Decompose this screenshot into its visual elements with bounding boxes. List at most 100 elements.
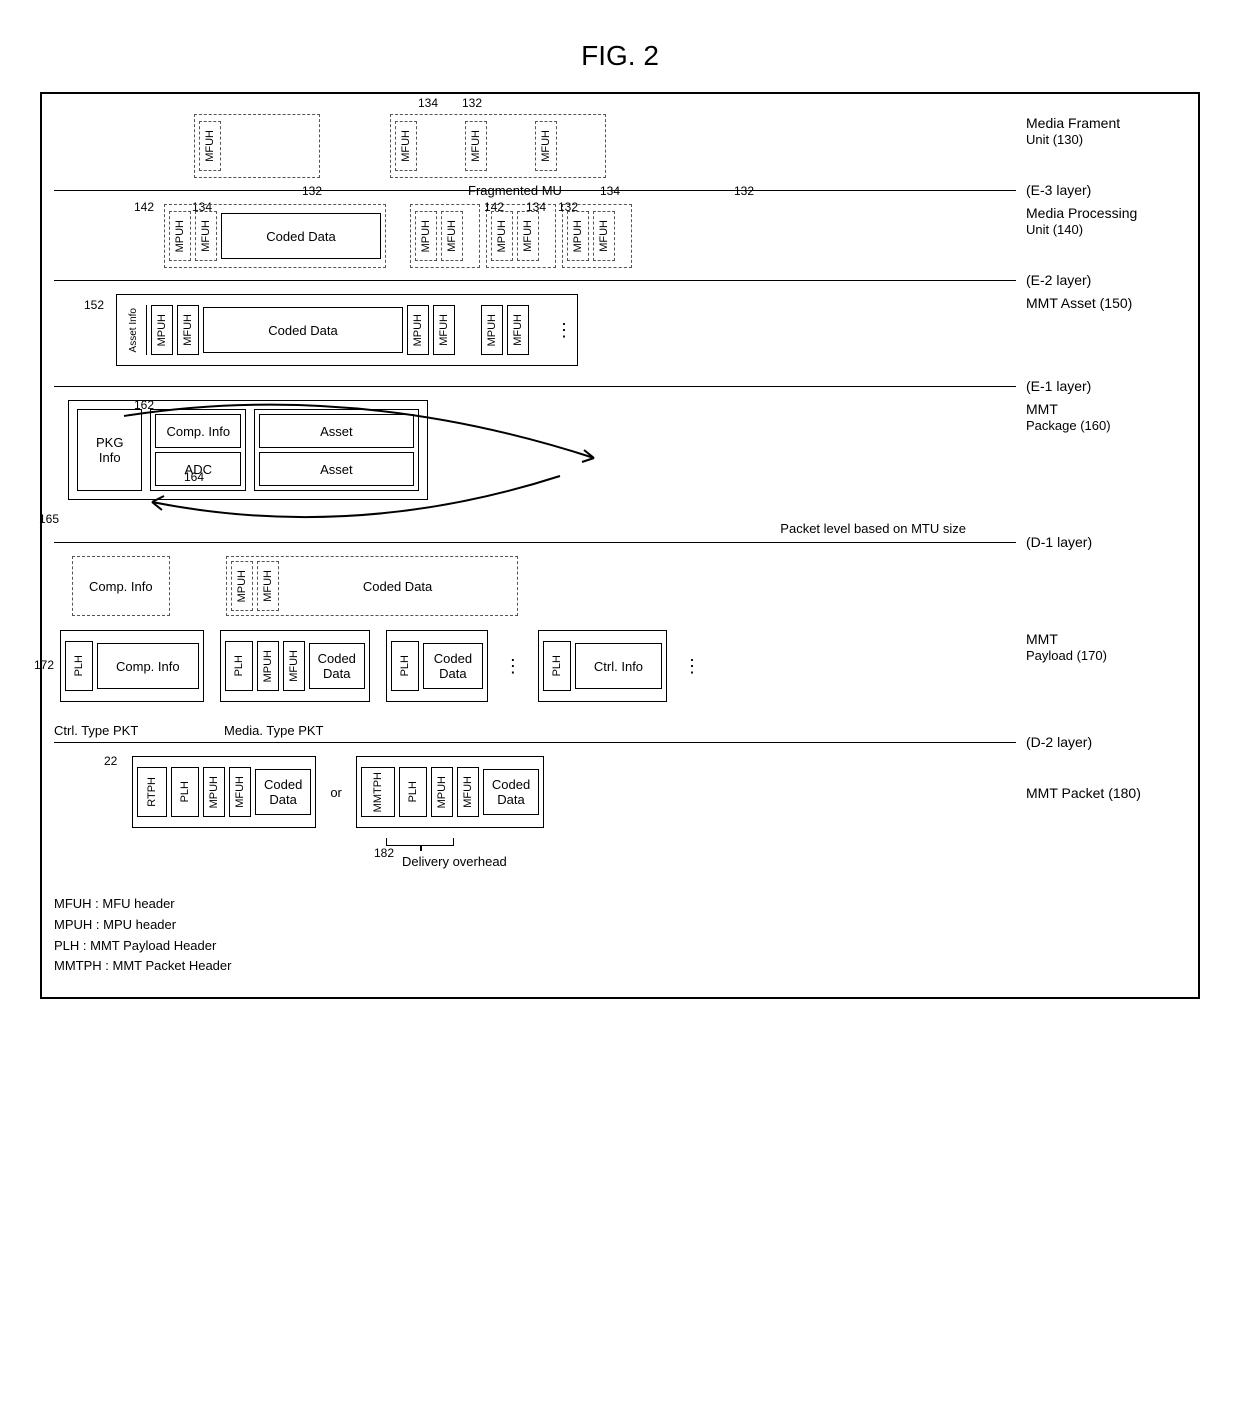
- brace-overhead: [386, 838, 454, 846]
- divider-label-e1: (E-1 layer): [1016, 378, 1186, 394]
- payload-2: PLH MPUH MFUH Coded Data: [220, 630, 370, 702]
- legend: MFUH : MFU header MPUH : MPU header PLH …: [54, 894, 1186, 977]
- plh-cell: PLH: [225, 641, 253, 691]
- coded-data-cell: Coded Data: [255, 769, 311, 815]
- mfu-group-left: MFUH: [194, 114, 320, 178]
- coded-data-cell: Coded Data: [483, 769, 539, 815]
- coded-data-cell: Coded Data: [423, 643, 483, 689]
- package-box: PKG Info Comp. Info ADC 164 Asset Asset: [68, 400, 428, 500]
- ellipsis-v: ⋮: [683, 630, 701, 702]
- note-ctrl-type: Ctrl. Type PKT: [54, 723, 138, 738]
- legend-plh: PLH : MMT Payload Header: [54, 936, 1186, 957]
- mfuh-cell: MFUH: [283, 641, 305, 691]
- layer-asset: 152 Asset Info MPUH MFUH Coded Data MPUH…: [54, 294, 1186, 374]
- note-packet-level: Packet level based on MTU size: [780, 521, 966, 536]
- ctrl-info-cell: Ctrl. Info: [575, 643, 662, 689]
- or-text: or: [324, 785, 348, 800]
- divider-label-d1: (D-1 layer): [1016, 534, 1186, 550]
- divider-d1: [54, 542, 1016, 543]
- mpuh-cell: MPUH: [169, 211, 191, 261]
- coded-data-text: Coded Data: [283, 566, 513, 606]
- note-delivery-overhead: Delivery overhead: [402, 854, 507, 869]
- layer-mfu: MFUH 134 132 MFUH MFUH MFUH: [54, 114, 1186, 178]
- mfuh-cell: MFUH: [441, 211, 463, 261]
- ref-134-d: 134: [526, 200, 546, 214]
- mfu-group-right: MFUH MFUH MFUH: [390, 114, 606, 178]
- mfuh-cell: MFUH: [517, 211, 539, 261]
- payload-3: PLH Coded Data: [386, 630, 488, 702]
- mfuh-cell: MFUH: [535, 121, 557, 171]
- split-row: Comp. Info MPUH MFUH Coded Data: [54, 556, 1186, 624]
- ref-182: 182: [374, 846, 394, 860]
- ref-165: 165: [39, 512, 59, 526]
- ref-132-b: 132: [734, 184, 754, 198]
- legend-mpuh: MPUH : MPU header: [54, 915, 1186, 936]
- ref-132-d: 132: [558, 200, 578, 214]
- ref-164: 164: [184, 470, 204, 484]
- ref-132: 132: [462, 96, 482, 110]
- ref-172: 172: [34, 658, 54, 672]
- ref-134: 134: [418, 96, 438, 110]
- ref-134-b: 134: [600, 184, 620, 198]
- layer-label-mpu: Media Processing Unit (140): [1016, 204, 1186, 239]
- coded-data-cell: Coded Data: [203, 307, 403, 353]
- mmtph-cell: MMTPH: [361, 767, 395, 817]
- layer-label-package: MMT Package (160): [1016, 400, 1186, 435]
- comp-info-cell: Comp. Info: [97, 643, 199, 689]
- mpuh-cell: MPUH: [203, 767, 225, 817]
- mpuh-cell: MPUH: [231, 561, 253, 611]
- layer-package: 162 165 PKG Info Comp. Info ADC 164: [54, 400, 1186, 530]
- payload-1: PLH Comp. Info: [60, 630, 204, 702]
- mfuh-cell: MFUH: [195, 211, 217, 261]
- layer-label-packet: MMT Packet (180): [1016, 756, 1186, 802]
- diagram-frame: MFUH 134 132 MFUH MFUH MFUH: [40, 92, 1200, 999]
- ref-142: 142: [134, 200, 154, 214]
- mpuh-cell: MPUH: [481, 305, 503, 355]
- mfuh-cell: MFUH: [465, 121, 487, 171]
- mfuh-cell: MFUH: [395, 121, 417, 171]
- mpuh-cell: MPUH: [407, 305, 429, 355]
- note-fragmented: Fragmented MU: [468, 183, 562, 198]
- coded-data-cell: Coded Data: [221, 213, 381, 259]
- payload-4: PLH Ctrl. Info: [538, 630, 667, 702]
- divider-d2: [54, 742, 1016, 743]
- mfuh-cell: MFUH: [593, 211, 615, 261]
- legend-mfuh: MFUH : MFU header: [54, 894, 1186, 915]
- layer-label-payload: MMT Payload (170): [1016, 630, 1186, 665]
- legend-mmtph: MMTPH : MMT Packet Header: [54, 956, 1186, 977]
- layer-label-mfu: Media Frament Unit (130): [1016, 114, 1186, 149]
- mpuh-cell: MPUH: [491, 211, 513, 261]
- layer-payload: 172 PLH Comp. Info PLH MPUH MFUH Coded D…: [54, 630, 1186, 718]
- divider-e1: [54, 386, 1016, 387]
- ref-142-b: 142: [484, 200, 504, 214]
- pkg-col-2: Asset Asset: [254, 409, 419, 491]
- coded-data-cell: Coded Data: [309, 643, 365, 689]
- ellipsis-v: ⋮: [504, 630, 522, 702]
- asset-info-cell: Asset Info: [121, 305, 147, 355]
- mfuh-cell: MFUH: [229, 767, 251, 817]
- coded-data-dbox: MPUH MFUH Coded Data: [226, 556, 518, 616]
- ref-132-c: 132: [302, 184, 322, 198]
- comp-info-text: Comp. Info: [77, 566, 165, 606]
- ref-152: 152: [84, 298, 104, 312]
- layer-mpu: 142 134 MPUH MFUH Coded Data MPUH MFUH: [54, 204, 1186, 268]
- mpuh-cell: MPUH: [431, 767, 453, 817]
- mpuh-cell: MPUH: [257, 641, 279, 691]
- asset-cell: Asset: [259, 452, 414, 486]
- mpuh-cell: MPUH: [151, 305, 173, 355]
- mpu-box-left: MPUH MFUH Coded Data: [164, 204, 386, 268]
- mfuh-cell: MFUH: [177, 305, 199, 355]
- mpu-frag-1: MPUH MFUH: [410, 204, 480, 268]
- asset-box: Asset Info MPUH MFUH Coded Data MPUH MFU…: [116, 294, 578, 366]
- mpuh-cell: MPUH: [415, 211, 437, 261]
- asset-cell: Asset: [259, 414, 414, 448]
- mpuh-cell: MPUH: [567, 211, 589, 261]
- plh-cell: PLH: [171, 767, 199, 817]
- plh-cell: PLH: [399, 767, 427, 817]
- comp-info-cell: Comp. Info: [155, 414, 241, 448]
- ref-22: 22: [104, 754, 117, 768]
- plh-cell: PLH: [65, 641, 93, 691]
- note-media-type: Media. Type PKT: [224, 723, 323, 738]
- mfuh-cell: MFUH: [257, 561, 279, 611]
- plh-cell: PLH: [543, 641, 571, 691]
